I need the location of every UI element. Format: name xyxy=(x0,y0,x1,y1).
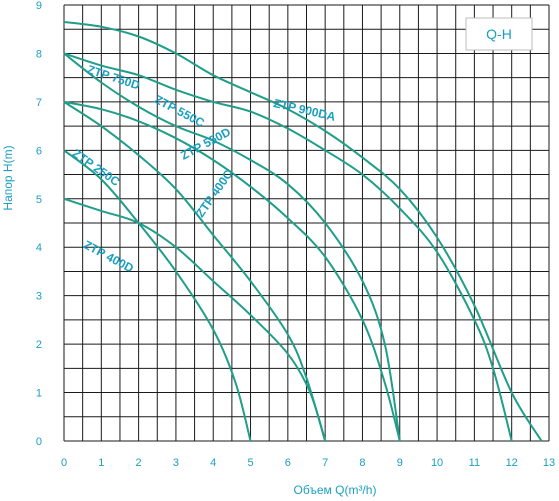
x-axis-label: Объем Q(m³/h) xyxy=(294,483,377,497)
curve-ztp-400c xyxy=(63,149,252,442)
x-tick-label: 6 xyxy=(285,457,291,469)
y-tick-label: 1 xyxy=(36,388,42,400)
y-tick-label: 9 xyxy=(36,0,42,12)
curve-ztp-900da xyxy=(63,52,513,442)
y-tick-label: 4 xyxy=(36,242,42,254)
curve-label-ztp-250c: ZTP 250C xyxy=(70,146,123,189)
curve-ztp-250c xyxy=(63,101,327,442)
x-tick-label: 11 xyxy=(469,457,480,469)
curve-label-ztp-400d: ZTP 400D xyxy=(81,238,136,276)
curve-ztp-400d xyxy=(63,197,327,442)
x-tick-label: 2 xyxy=(136,457,142,469)
y-tick-label: 0 xyxy=(36,436,42,448)
x-tick-label: 9 xyxy=(397,457,403,469)
curve-ztp-550d xyxy=(63,100,401,442)
curve-ztp-550c xyxy=(63,52,401,442)
y-tick-label: 6 xyxy=(36,145,42,157)
x-tick-label: 0 xyxy=(61,457,67,469)
x-tick-label: 1 xyxy=(98,457,104,469)
grid-lines xyxy=(63,4,550,442)
x-tick-label: 3 xyxy=(173,457,179,469)
x-tick-label: 7 xyxy=(322,457,328,469)
qh-badge: Q-H xyxy=(465,17,533,51)
curves xyxy=(63,21,543,442)
y-tick-label: 5 xyxy=(36,194,42,206)
x-tick-label: 4 xyxy=(210,457,216,469)
y-tick-label: 7 xyxy=(36,97,42,109)
y-tick-label: 2 xyxy=(36,339,42,351)
x-tick-label: 5 xyxy=(247,457,253,469)
x-tick-label: 13 xyxy=(543,457,555,469)
y-tick-label: 3 xyxy=(36,291,42,303)
qh-badge-text: Q-H xyxy=(486,26,512,42)
curve-label-ztp-900da: ZTP 900DA xyxy=(272,96,337,124)
x-tick-label: 12 xyxy=(506,457,518,469)
x-tick-label: 10 xyxy=(431,457,443,469)
curve-label-ztp-750d: ZTP 750D xyxy=(85,62,141,92)
y-tick-label: 8 xyxy=(36,48,42,60)
y-axis-label: Напор H(m) xyxy=(1,145,15,210)
curve-ztp-750d xyxy=(63,21,543,442)
x-tick-label: 8 xyxy=(359,457,365,469)
